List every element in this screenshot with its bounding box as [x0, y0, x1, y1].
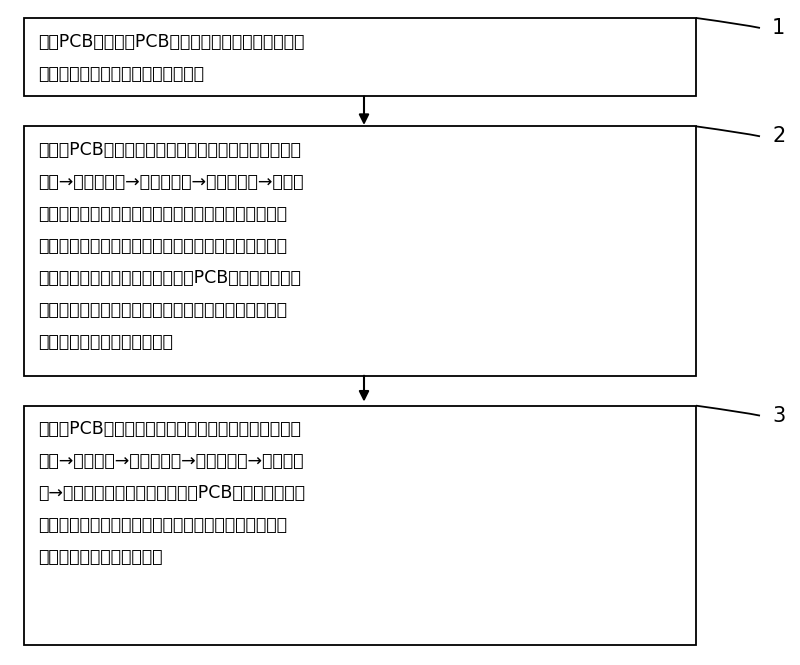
- Text: 一通孔位置形成两面开窗塞孔: 一通孔位置形成两面开窗塞孔: [38, 332, 174, 350]
- Text: 对所述PCB板制作第一次阻焊，制作流程为：两面开窗: 对所述PCB板制作第一次阻焊，制作流程为：两面开窗: [38, 141, 302, 159]
- Text: 2: 2: [772, 126, 786, 146]
- Text: 对所述PCB板制作第二次阻焊，制作流程为：两面无窗: 对所述PCB板制作第二次阻焊，制作流程为：两面无窗: [38, 420, 302, 438]
- Text: 通孔进行塞孔处理，而对于所述第二通孔则不进行塞孔: 通孔进行塞孔处理，而对于所述第二通孔则不进行塞孔: [38, 237, 287, 255]
- Text: 1: 1: [772, 18, 786, 38]
- Text: 塞孔→第一次预烤→第一次曝光→第一次显影→第一次: 塞孔→第一次预烤→第一次曝光→第一次显影→第一次: [38, 173, 304, 191]
- Text: 一通孔及待两面无窗塞孔的第二通孔: 一通孔及待两面无窗塞孔的第二通孔: [38, 65, 205, 82]
- Text: 处理，完成两面开窗塞孔后，不对PCB板的板面进行丝: 处理，完成两面开窗塞孔后，不对PCB板的板面进行丝: [38, 269, 302, 287]
- Text: 后烤，进行两面开窗塞处理时，采用阻焊剂对所述第一: 后烤，进行两面开窗塞处理时，采用阻焊剂对所述第一: [38, 205, 287, 223]
- Bar: [24, 18, 696, 96]
- Text: 止油墨进入两面开窗塞孔内: 止油墨进入两面开窗塞孔内: [38, 548, 163, 566]
- Text: 提供PCB板，所述PCB板上设有待两面开窗塞孔的第: 提供PCB板，所述PCB板上设有待两面开窗塞孔的第: [38, 33, 305, 51]
- Text: 印，所采用的网版在两面开窗塞孔位置设有挡油点以防: 印，所采用的网版在两面开窗塞孔位置设有挡油点以防: [38, 516, 287, 534]
- Text: 印油墨而直接进行第一次预烤，经后续处理后在所述第: 印油墨而直接进行第一次预烤，经后续处理后在所述第: [38, 301, 287, 319]
- Text: 3: 3: [772, 406, 786, 426]
- Bar: [24, 126, 696, 376]
- Text: 影→第二次后烤，丝印油墨时，对PCB板的板面进行丝: 影→第二次后烤，丝印油墨时，对PCB板的板面进行丝: [38, 484, 306, 502]
- Bar: [24, 406, 696, 645]
- Text: 塞孔→丝印油墨→第二次预烤→第二次曝光→第二次显: 塞孔→丝印油墨→第二次预烤→第二次曝光→第二次显: [38, 452, 304, 470]
